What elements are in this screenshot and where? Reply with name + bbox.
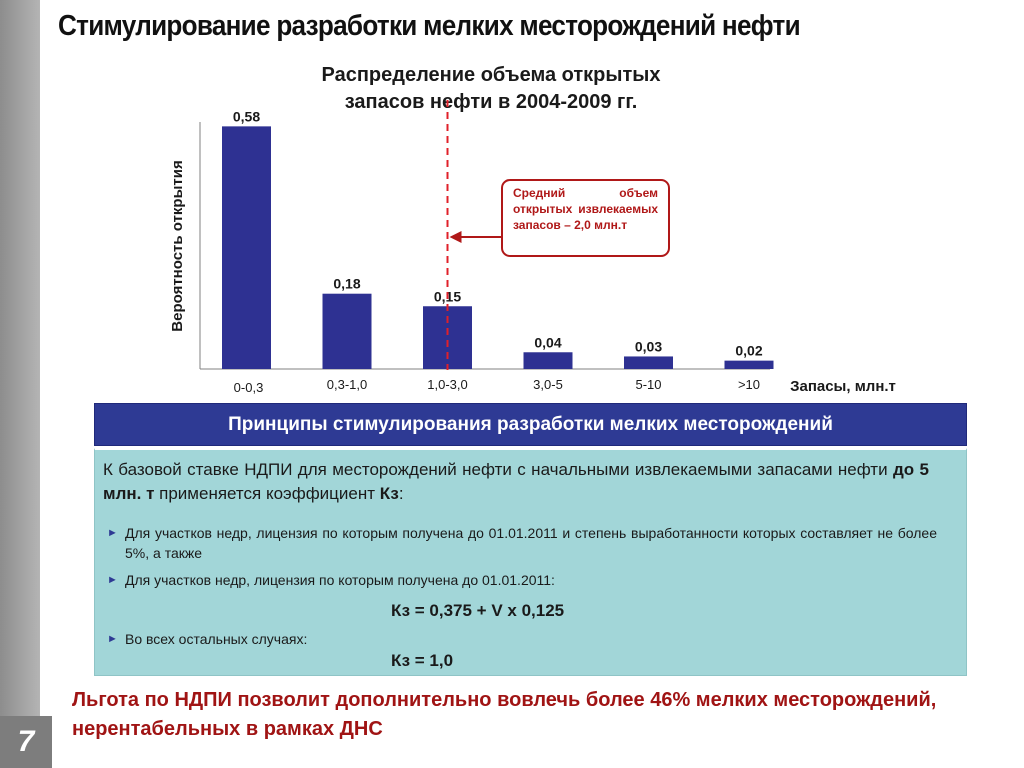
intro-coefficient: Кз (379, 484, 399, 503)
bar-4 (624, 356, 673, 369)
page-number: 7 (0, 716, 52, 768)
bullet-arrow-icon: ► (107, 527, 118, 539)
bar-chart: Вероятность открытия Запасы, млн.т 0,58 0… (169, 100, 896, 395)
bar-1 (322, 293, 372, 369)
formula-coefficient: Кз = 0,375 + V x 0,125 (391, 601, 565, 620)
intro-colon: : (398, 484, 404, 503)
chart-title: Распределение объема открытых запасов не… (236, 62, 746, 116)
principles-intro: К базовой ставке НДПИ для месторождений … (103, 458, 929, 506)
conclusion-text: Льгота по НДПИ позволит дополнительно во… (72, 689, 937, 740)
chart-title-line-2: запасов нефти в 2004-2009 гг. (344, 91, 638, 113)
intro-reserves-threshold: до 5 млн. т (103, 460, 930, 503)
callout-arrow-head-icon (449, 231, 462, 243)
category-label-0: 0-0,3 (234, 380, 264, 395)
category-label-2: 1,0-3,0 (427, 377, 467, 392)
bar-0 (222, 126, 271, 369)
intro-text: К базовой ставке НДПИ для месторождений … (103, 460, 893, 479)
value-label-0: 0,58 (233, 108, 260, 124)
y-axis-label: Вероятность открытия (169, 160, 186, 331)
average-reserves-callout: Средний объем открытых извлекаемых запас… (501, 179, 670, 257)
bullet-arrow-icon: ► (107, 633, 118, 645)
slide-title: Стимулирование разработки мелких месторо… (58, 10, 801, 42)
bullet-text: Для участков недр, лицензия по которым п… (125, 572, 555, 588)
category-label-5: >10 (738, 377, 760, 392)
bar-2 (423, 306, 472, 369)
x-axis-label: Запасы, млн.т (790, 378, 896, 395)
principles-box: К базовой ставке НДПИ для месторождений … (94, 448, 967, 676)
bullet-arrow-icon: ► (107, 574, 118, 586)
category-label-4: 5-10 (635, 377, 661, 392)
bullet-text: Во всех остальных случаях: (125, 631, 308, 647)
category-label-3: 3,0-5 (533, 377, 563, 392)
bullet-item: ► Во всех остальных случаях: (107, 629, 937, 649)
left-decor-strip (0, 0, 40, 768)
intro-text-2: применяется коэффициент (154, 484, 380, 503)
value-label-5: 0,02 (735, 343, 762, 359)
bullet-text: Для участков недр, лицензия по которым п… (125, 525, 937, 561)
value-label-1: 0,18 (333, 276, 360, 292)
bullet-item: ► Для участков недр, лицензия по которым… (107, 523, 937, 563)
chart-title-line-1: Распределение объема открытых (321, 64, 661, 86)
value-label-3: 0,04 (534, 334, 561, 350)
bar-5 (724, 360, 774, 369)
formula-default: Кз = 1,0 (391, 651, 454, 670)
category-label-1: 0,3-1,0 (327, 377, 367, 392)
bullet-item: ► Для участков недр, лицензия по которым… (107, 570, 937, 590)
principles-header: Принципы стимулирования разработки мелки… (94, 403, 967, 446)
value-label-4: 0,03 (635, 338, 662, 354)
bar-3 (523, 352, 573, 369)
